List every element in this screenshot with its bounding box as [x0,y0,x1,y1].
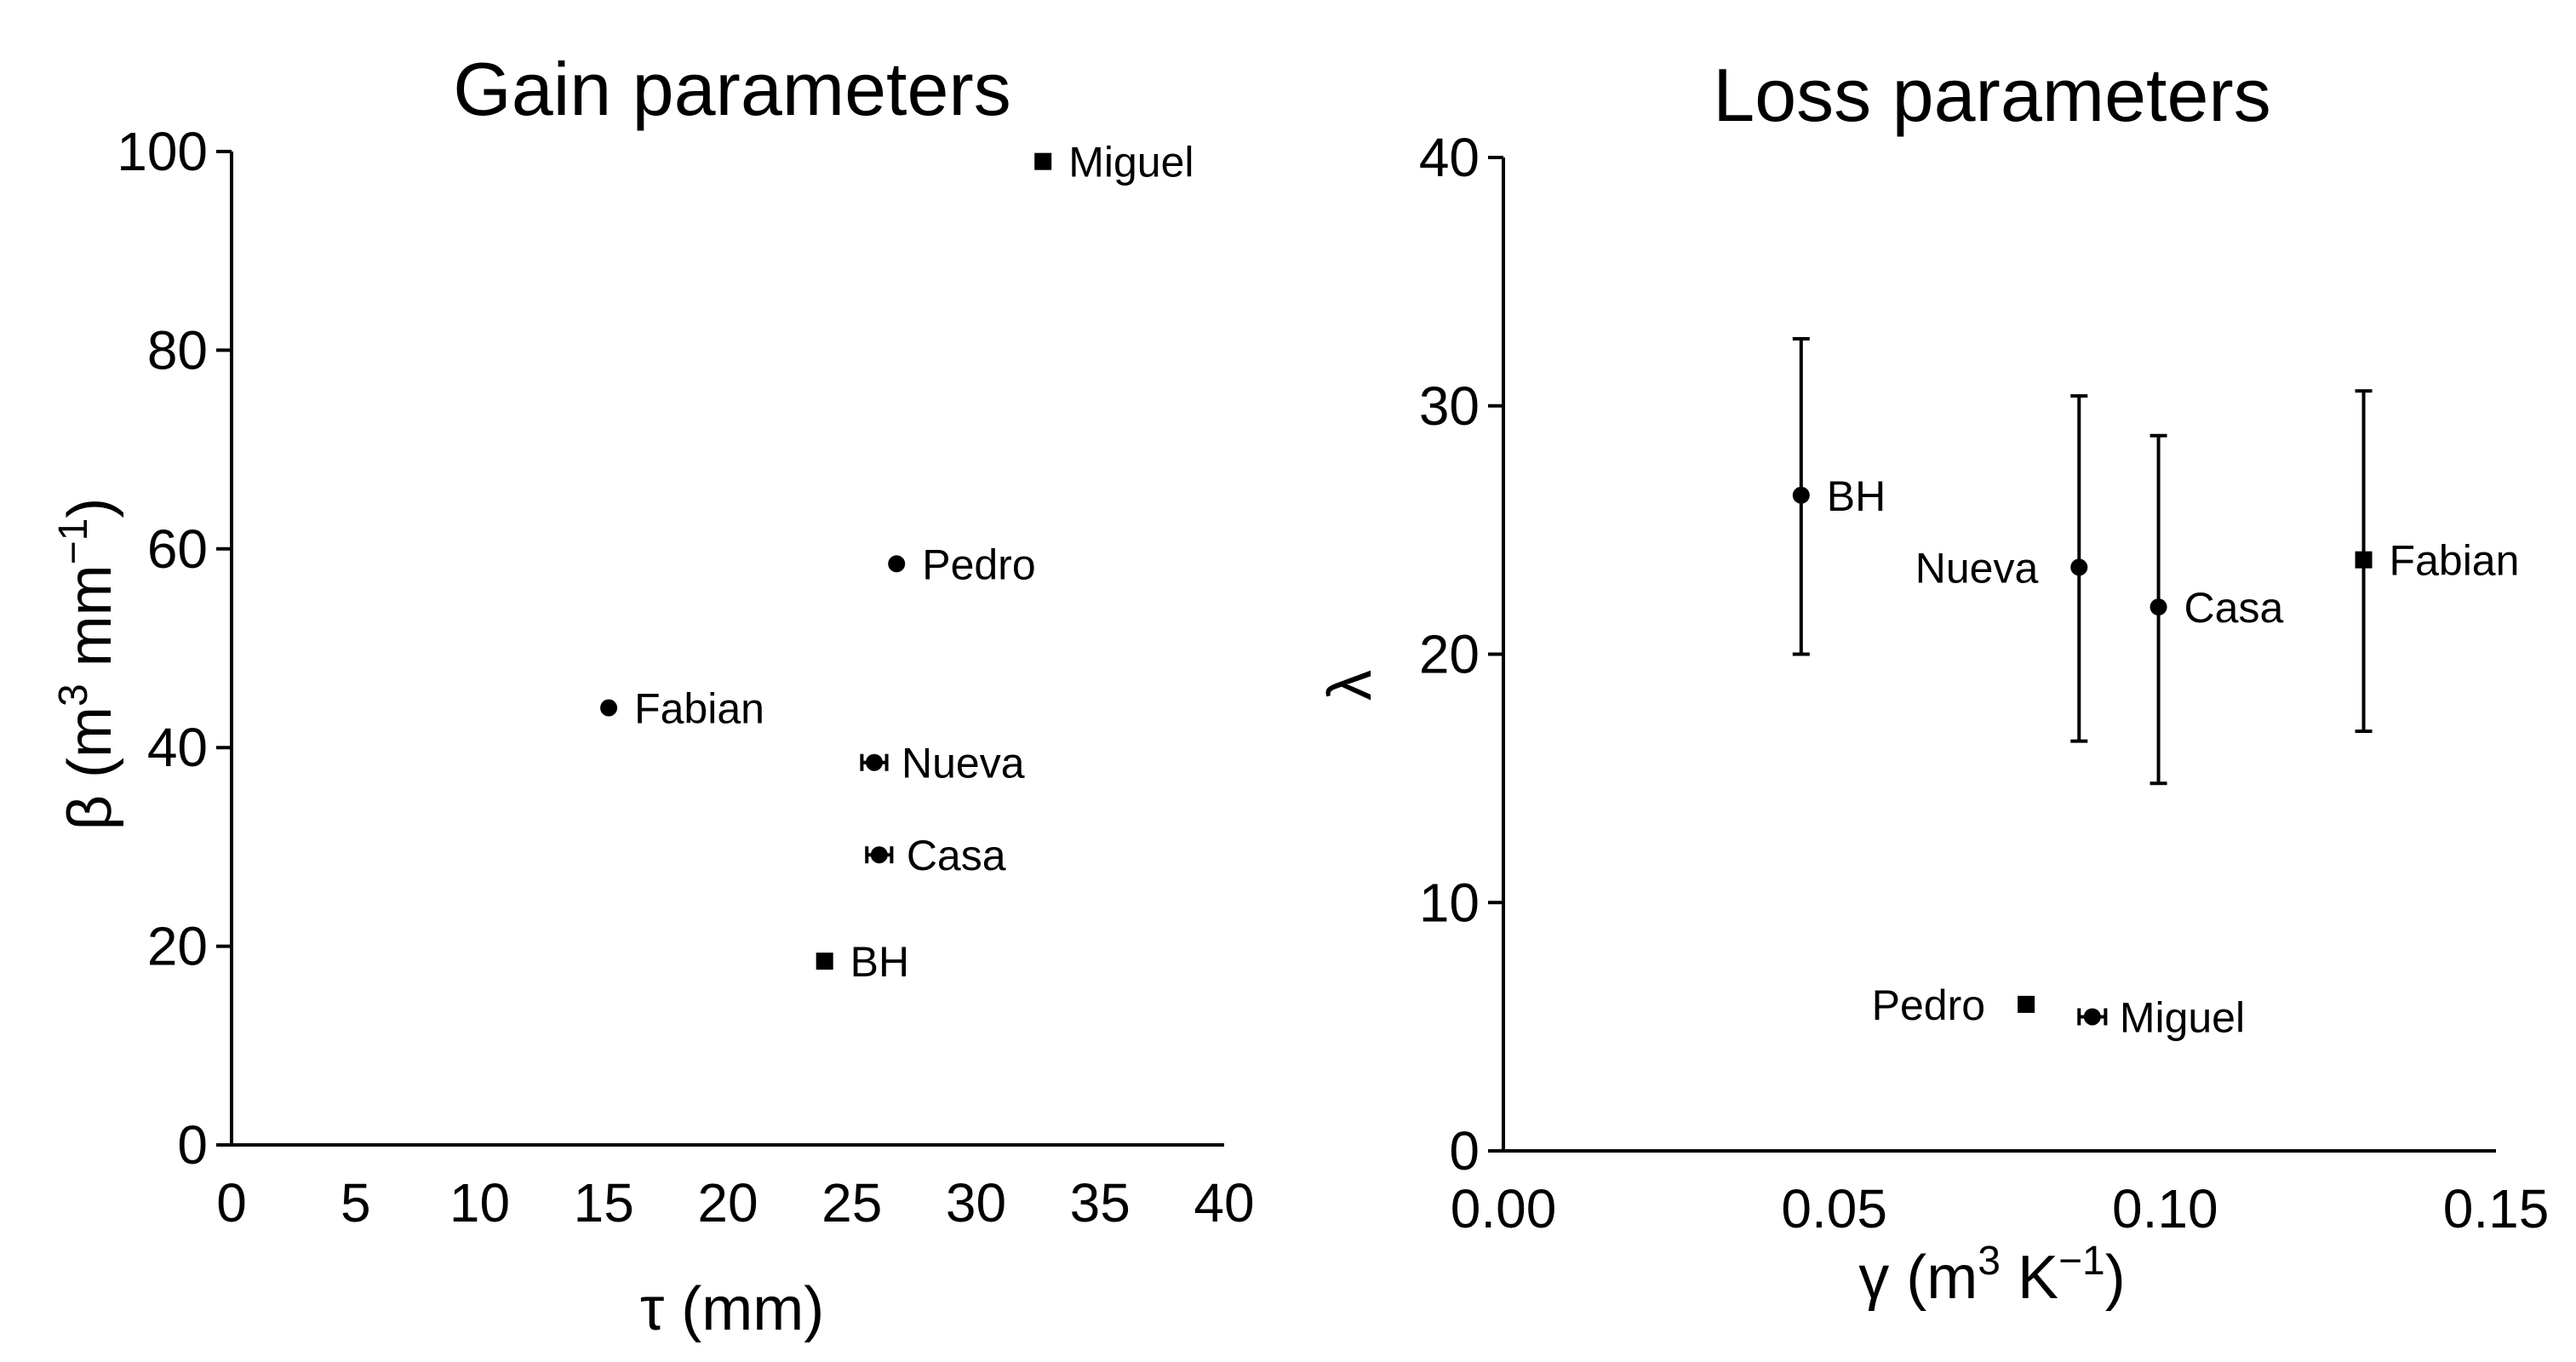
gain-parameters-chart: Gain parameters 0 5 10 15 20 25 30 35 40 0 20 40 60… [51,47,1255,1343]
gain-y-tick-label: 80 [147,319,208,381]
gain-point-miguel: Miguel [1034,139,1194,186]
circle-marker [600,699,618,717]
point-label: Pedro [1872,981,1985,1029]
point-label: Miguel [1068,139,1194,186]
gain-x-tick-label: 15 [574,1172,634,1233]
point-label: Pedro [922,541,1035,588]
loss-y-tick-label: 30 [1419,375,1480,437]
gain-y-tick-label: 0 [177,1114,208,1176]
loss-x-axis-title: γ (m3 K−1) [1858,1239,2125,1312]
loss-x-tick-label: 0.00 [1451,1178,1557,1239]
gain-y-tick-label: 60 [147,518,208,580]
loss-point-pedro: Pedro [1872,981,2035,1029]
point-label: BH [850,938,909,986]
gain-point-pedro: Pedro [888,541,1036,588]
point-label: Miguel [2120,993,2245,1041]
gain-x-tick-label: 10 [449,1172,510,1233]
gain-chart-title: Gain parameters [453,47,1010,131]
gain-x-tick-label: 30 [946,1172,1006,1233]
gain-point-nueva: Nueva [860,740,1025,787]
point-label: Nueva [902,740,1025,787]
loss-data-points: BH Nueva Casa Fabian Pedro Miguel [1792,336,2520,1041]
circle-marker [865,753,883,771]
gain-x-ticks: 0 5 10 15 20 25 30 35 40 [216,1172,1254,1233]
loss-x-tick-label: 0.15 [2443,1178,2550,1239]
square-marker [2018,995,2035,1013]
loss-y-axis-title: λ [1316,670,1384,701]
gain-y-ticks: 0 20 40 60 80 100 [117,121,232,1176]
point-label: Fabian [2390,537,2520,585]
square-marker [2355,551,2373,569]
gain-point-casa: Casa [865,832,1006,879]
loss-y-ticks: 0 10 20 30 40 [1419,127,1503,1182]
gain-point-fabian: Fabian [600,685,764,733]
loss-point-nueva: Nueva [1915,394,2088,743]
gain-x-tick-label: 5 [341,1172,371,1233]
gain-y-tick-label: 20 [147,916,208,977]
loss-point-fabian: Fabian [2355,389,2520,733]
circle-marker [1792,486,1810,504]
loss-x-ticks: 0.00 0.05 0.10 0.15 [1451,1178,2550,1239]
loss-x-tick-label: 0.10 [2112,1178,2218,1239]
loss-point-miguel: Miguel [2077,993,2245,1041]
gain-x-tick-label: 35 [1070,1172,1131,1233]
loss-point-casa: Casa [2150,433,2284,786]
loss-point-bh: BH [1792,336,1886,656]
gain-x-tick-label: 0 [216,1172,247,1233]
loss-parameters-chart: Loss parameters 0.00 0.05 0.10 0.15 0 10 20 30… [1316,53,2549,1312]
point-label: Fabian [634,685,764,733]
square-marker [1034,152,1052,170]
gain-x-axis-title: τ (mm) [640,1275,824,1343]
circle-marker [870,846,888,864]
gain-y-tick-label: 40 [147,717,208,778]
point-label: BH [1827,472,1886,520]
circle-marker [2150,598,2167,616]
gain-point-bh: BH [816,938,909,986]
gain-x-tick-label: 40 [1194,1172,1254,1233]
gain-x-tick-label: 25 [821,1172,882,1233]
loss-y-tick-label: 0 [1449,1120,1480,1182]
gain-y-axis-title: β (m3 mm−1) [51,498,124,831]
circle-marker [888,555,906,573]
loss-x-tick-label: 0.05 [1781,1178,1887,1239]
gain-data-points: Miguel Pedro Fabian Nueva Casa BH [600,139,1194,986]
circle-marker [2070,558,2088,576]
point-label: Casa [2184,584,2284,632]
square-marker [816,953,833,970]
circle-marker [2083,1008,2101,1026]
loss-y-tick-label: 20 [1419,624,1480,685]
loss-y-tick-label: 40 [1419,127,1480,188]
loss-y-tick-label: 10 [1419,872,1480,933]
loss-chart-title: Loss parameters [1713,53,2270,137]
gain-y-tick-label: 100 [117,121,208,182]
gain-x-tick-label: 20 [697,1172,758,1233]
point-label: Casa [907,832,1006,879]
point-label: Nueva [1915,544,2039,592]
